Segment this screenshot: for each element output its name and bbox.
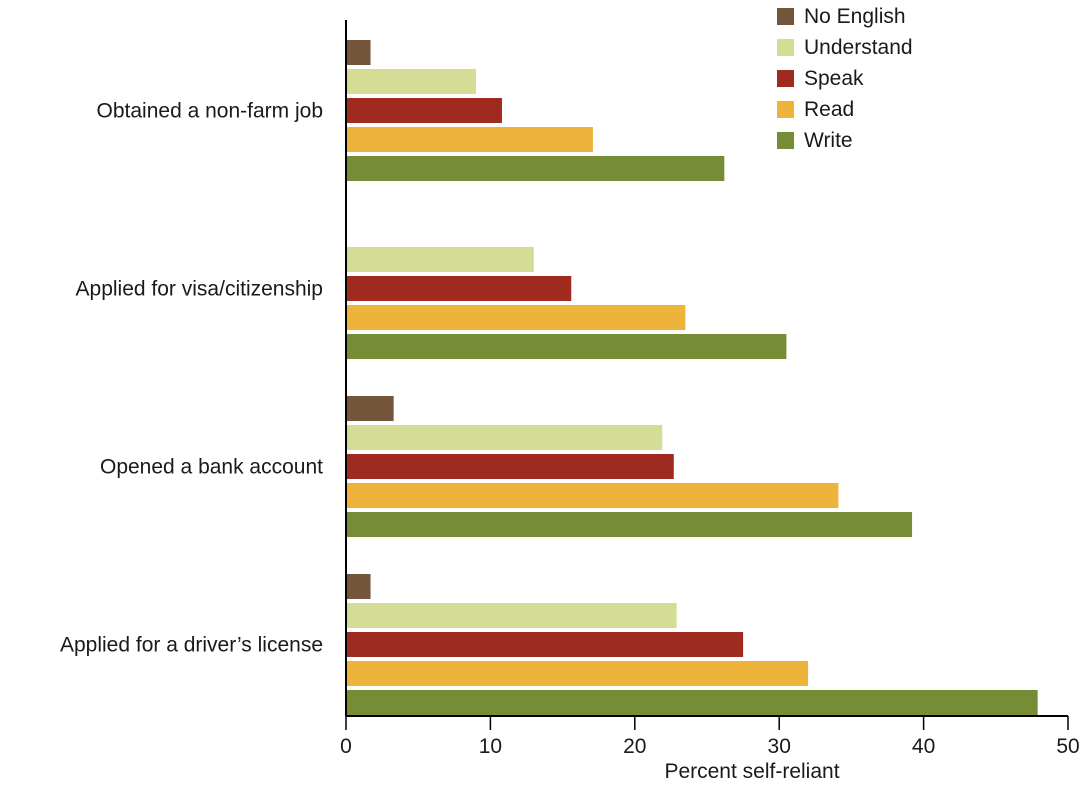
legend: No English Understand Speak Read Write [777, 5, 913, 152]
bar-write [346, 690, 1038, 715]
bar-read [346, 661, 809, 686]
bar-read [346, 305, 686, 330]
x-tick-label: 10 [479, 735, 502, 758]
bars-group [346, 40, 1038, 715]
x-ticks: 0 10 20 30 40 50 [340, 716, 1080, 758]
legend-swatch [777, 101, 794, 118]
bar-speak [346, 98, 502, 123]
x-tick-label: 50 [1056, 735, 1079, 758]
category-label: Obtained a non-farm job [97, 100, 323, 123]
bar-read [346, 483, 839, 508]
legend-label: Write [804, 129, 853, 152]
legend-swatch [777, 70, 794, 87]
x-tick-label: 30 [768, 735, 791, 758]
bar-no-english [346, 40, 371, 65]
category-label: Applied for a driver’s license [60, 634, 323, 657]
x-tick-label: 40 [912, 735, 935, 758]
x-axis-title: Percent self-reliant [664, 760, 839, 783]
bar-speak [346, 454, 674, 479]
bar-understand [346, 425, 663, 450]
legend-swatch [777, 8, 794, 25]
bar-read [346, 127, 593, 152]
bar-speak [346, 276, 572, 301]
bar-no-english [346, 574, 371, 599]
legend-label: No English [804, 5, 906, 28]
bar-understand [346, 247, 534, 272]
bar-understand [346, 603, 677, 628]
legend-swatch [777, 39, 794, 56]
legend-label: Read [804, 98, 854, 121]
x-tick-label: 20 [623, 735, 646, 758]
legend-label: Understand [804, 36, 913, 59]
bar-speak [346, 632, 744, 657]
bar-write [346, 512, 913, 537]
category-label: Applied for visa/citizenship [76, 278, 323, 301]
bar-no-english [346, 396, 394, 421]
legend-label: Speak [804, 67, 864, 90]
category-labels: Obtained a non-farm job Applied for visa/… [60, 100, 323, 657]
bar-write [346, 156, 725, 181]
category-label: Opened a bank account [100, 456, 323, 479]
bar-understand [346, 69, 476, 94]
legend-swatch [777, 132, 794, 149]
x-tick-label: 0 [340, 735, 352, 758]
bar-write [346, 334, 787, 359]
